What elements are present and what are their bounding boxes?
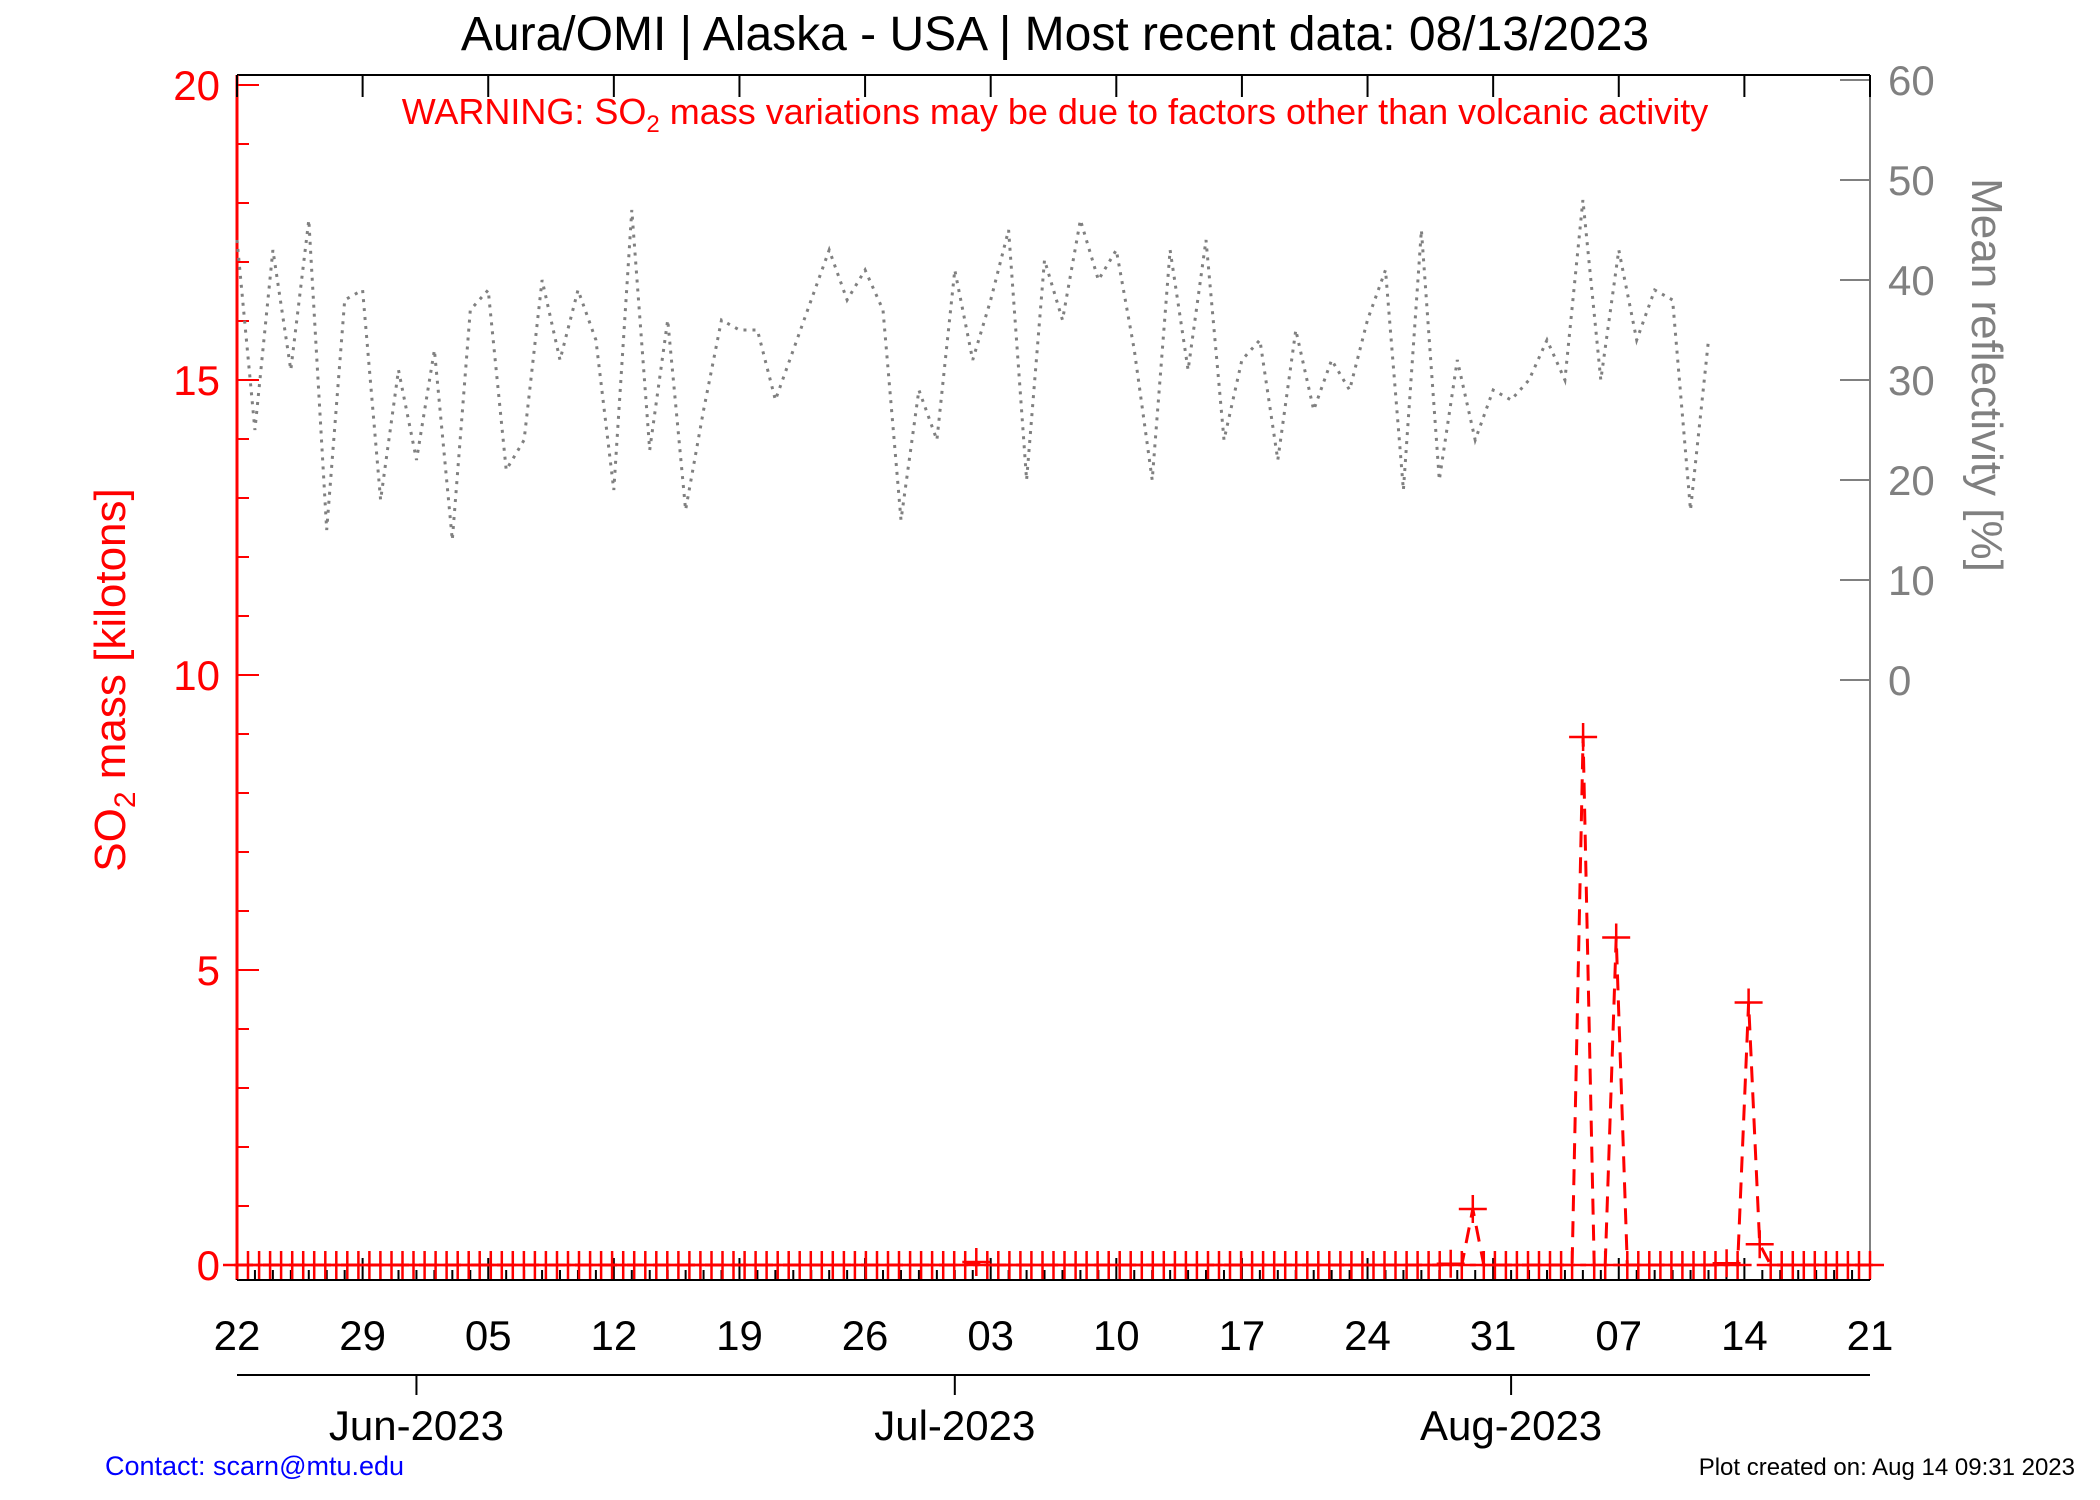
so2-point [1602,923,1631,952]
so2-point [1723,1251,1752,1279]
warning-subscript: 2 [646,111,659,138]
y-axis-left-label: SO2 mass [kilotons] [86,488,142,871]
month-label: Jul-2023 [874,1402,1035,1449]
right-tick-label: 60 [1888,57,1935,104]
x-tick-label: 26 [842,1312,889,1359]
so2-point [1458,1195,1487,1223]
warning-prefix: WARNING: SO [402,91,647,132]
x-tick-label: 05 [465,1312,512,1359]
x-tick-label: 07 [1595,1312,1642,1359]
x-tick-label: 21 [1847,1312,1894,1359]
reflectivity-line [235,199,1710,541]
so2-point [1712,1249,1741,1278]
right-tick-label: 10 [1888,557,1935,604]
x-tick-label: 14 [1721,1312,1768,1359]
x-tick-label: 19 [716,1312,763,1359]
left-axis-ticks: 0 5 10 15 20 [173,62,259,1289]
so2-point [1569,723,1598,751]
ylabel-left-subscript: 2 [109,791,142,808]
right-tick-label: 40 [1888,257,1935,304]
warning-suffix: mass variations may be due to factors ot… [660,91,1708,132]
right-tick-label: 50 [1888,157,1935,204]
left-tick-label: 10 [173,652,220,699]
month-label: Aug-2023 [1420,1402,1602,1449]
left-tick-label: 15 [173,357,220,404]
so2-point [1734,988,1763,1017]
right-axis-ticks: 0 10 20 30 40 50 60 [1840,57,1935,704]
contact-text: Contact: scarn@mtu.edu [105,1451,404,1481]
x-tick-label: 03 [967,1312,1014,1359]
so2-point [1745,1230,1774,1259]
x-tick-label: 10 [1093,1312,1140,1359]
x-tick-label: 17 [1219,1312,1266,1359]
reflectivity-series [235,199,1710,541]
x-tick-label: 12 [590,1312,637,1359]
left-tick-label: 20 [173,62,220,109]
right-tick-label: 30 [1888,357,1935,404]
chart-title: Aura/OMI | Alaska - USA | Most recent da… [461,8,1649,61]
ylabel-left-prefix: SO [86,808,135,872]
right-tick-label: 0 [1888,657,1911,704]
month-label: Jun-2023 [329,1402,504,1449]
warning-text: WARNING: SO2 mass variations may be due … [402,91,1709,138]
so2-line [237,736,1870,1267]
x-axis-ticks: 22 29 05 12 19 26 03 10 17 24 31 07 14 21 [214,75,1894,1359]
x-tick-label: 22 [214,1312,261,1359]
ylabel-left-suffix: mass [kilotons] [86,488,135,791]
x-tick-label: 29 [339,1312,386,1359]
x-tick-label: 24 [1344,1312,1391,1359]
left-tick-label: 5 [197,947,220,994]
so2-series [223,723,1884,1279]
so2-point [962,1248,991,1276]
x-tick-label: 31 [1470,1312,1517,1359]
so2-point [1856,1251,1884,1279]
right-tick-label: 20 [1888,457,1935,504]
left-tick-label: 0 [197,1242,220,1289]
created-text: Plot created on: Aug 14 09:31 2023 [1699,1454,2075,1481]
plot-frame [235,74,1871,1281]
month-axis: Jun-2023 Jul-2023 Aug-2023 [237,1374,1870,1449]
y-axis-right-label: Mean reflectivity [%] [1962,178,2011,572]
